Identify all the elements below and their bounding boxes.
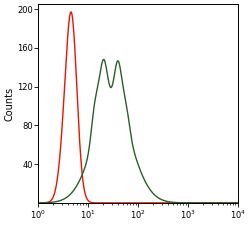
Y-axis label: Counts: Counts [4, 86, 14, 121]
